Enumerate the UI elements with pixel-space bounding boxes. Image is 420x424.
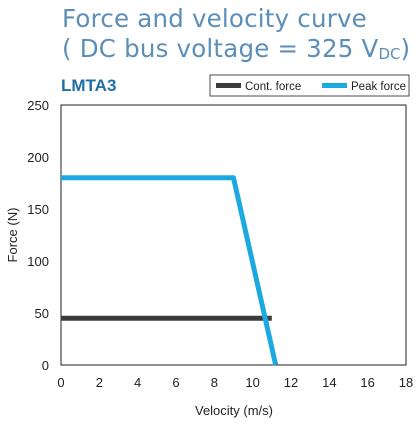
y-tick-label: 150 <box>27 202 49 217</box>
peak-force-line <box>61 175 279 366</box>
y-tick-label: 50 <box>35 306 49 321</box>
axes <box>60 104 407 366</box>
tick-labels: 0 2 4 6 8 10 12 14 16 18 0 50 100 150 200 250 <box>27 98 413 390</box>
x-tick-label: 16 <box>360 375 374 390</box>
x-tick-label: 8 <box>211 375 218 390</box>
series-lines <box>61 175 279 366</box>
title-line-2: ( DC bus voltage = 325 VDC) <box>62 34 411 63</box>
model-label: LMTA3 <box>61 76 116 95</box>
x-tick-label: 4 <box>134 375 141 390</box>
legend-label: Cont. force <box>245 81 301 93</box>
x-tick-label: 10 <box>245 375 259 390</box>
y-tick-label: 250 <box>27 98 49 113</box>
title-line-1: Force and velocity curve <box>62 4 367 33</box>
legend-swatch <box>216 83 241 88</box>
legend-swatch <box>322 83 347 88</box>
y-axis-label: Force (N) <box>5 208 20 263</box>
x-tick-label: 14 <box>322 375 336 390</box>
legend: Cont. force Peak force <box>209 74 410 97</box>
y-tick-label: 200 <box>27 150 49 165</box>
x-tick-label: 6 <box>172 375 179 390</box>
x-tick-label: 2 <box>96 375 103 390</box>
x-tick-label: 12 <box>284 375 298 390</box>
x-axis-label: Velocity (m/s) <box>195 403 273 418</box>
chart-title: Force and velocity curve ( DC bus voltag… <box>62 4 410 69</box>
x-tick-label: 0 <box>57 375 64 390</box>
x-tick-label: 18 <box>399 375 413 390</box>
legend-box <box>209 74 410 97</box>
legend-label: Peak force <box>351 81 406 93</box>
y-tick-label: 100 <box>27 254 49 269</box>
y-tick-label: 0 <box>42 358 49 373</box>
plot-frame <box>60 104 407 366</box>
